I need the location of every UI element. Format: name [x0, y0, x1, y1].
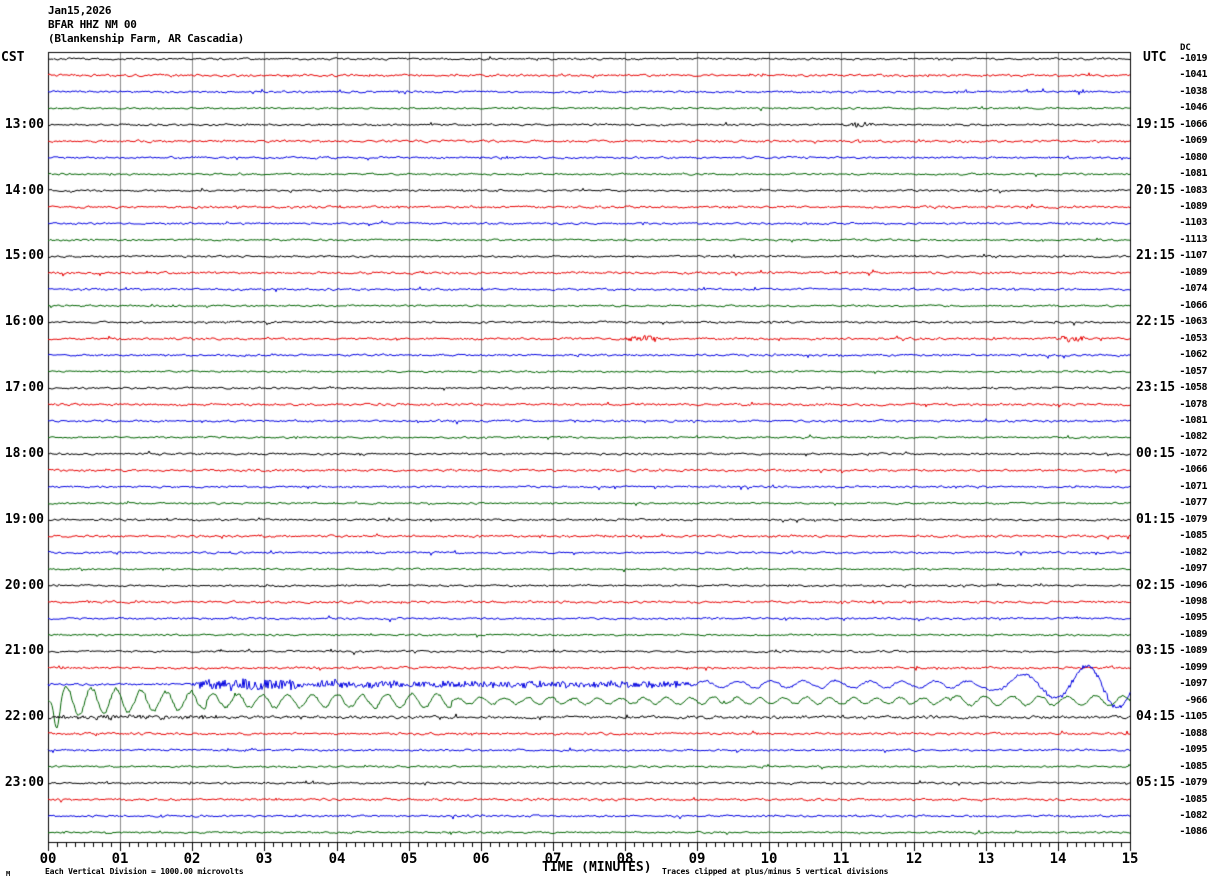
dc-value: -1095: [1179, 612, 1207, 623]
dc-value: -1082: [1179, 431, 1207, 442]
utc-label: 04:15: [1136, 709, 1176, 724]
dc-value: -1089: [1179, 267, 1207, 278]
dc-value: -1019: [1179, 53, 1207, 64]
utc-label: 23:15: [1136, 380, 1176, 395]
dc-value: -1097: [1179, 563, 1207, 574]
dc-value: -1081: [1179, 415, 1207, 426]
cst-label: 19:00: [4, 512, 44, 527]
x-tick-label: 06: [472, 851, 490, 867]
dc-value: -1085: [1179, 794, 1207, 805]
dc-value: -1046: [1179, 102, 1207, 113]
cst-label: 15:00: [4, 248, 44, 263]
dc-value: -1089: [1179, 645, 1207, 656]
dc-value: -1058: [1179, 382, 1207, 393]
dc-value: -1071: [1179, 481, 1207, 492]
dc-value: -1080: [1179, 152, 1207, 163]
x-tick-label: 07: [544, 851, 562, 867]
corner-mark: M: [6, 870, 11, 878]
cst-label: 14:00: [4, 183, 44, 198]
dc-column-header: DC: [1180, 43, 1191, 53]
title-station: BFAR HHZ NM 00: [48, 18, 137, 31]
dc-value: -1085: [1179, 761, 1207, 772]
dc-value: -1088: [1179, 728, 1207, 739]
dc-value: -1083: [1179, 185, 1207, 196]
dc-value: -1085: [1179, 530, 1207, 541]
dc-value: -1096: [1179, 580, 1207, 591]
dc-value: -1062: [1179, 349, 1207, 360]
dc-value: -1038: [1179, 86, 1207, 97]
dc-value: -1066: [1179, 300, 1207, 311]
dc-value: -1089: [1179, 201, 1207, 212]
dc-value: -1086: [1179, 826, 1207, 837]
dc-value: -1113: [1179, 234, 1207, 245]
cst-label: 23:00: [4, 775, 44, 790]
x-tick-label: 09: [688, 851, 706, 867]
x-tick-label: 03: [255, 851, 273, 867]
scale-note: Each Vertical Division = 1000.00 microvo…: [45, 867, 244, 876]
x-tick-label: 13: [977, 851, 995, 867]
x-axis-title: TIME (MINUTES): [542, 860, 652, 875]
x-tick-label: 15: [1121, 851, 1139, 867]
dc-value: -1057: [1179, 366, 1207, 377]
dc-value: -1053: [1179, 333, 1207, 344]
dc-value: -1095: [1179, 744, 1207, 755]
x-tick-label: 05: [400, 851, 418, 867]
dc-value: -1082: [1179, 547, 1207, 558]
left-axis-header: CST: [1, 50, 25, 65]
utc-label: 05:15: [1136, 775, 1176, 790]
cst-label: 13:00: [4, 117, 44, 132]
dc-value: -966: [1184, 695, 1208, 706]
utc-label: 01:15: [1136, 512, 1176, 527]
dc-value: -1089: [1179, 629, 1207, 640]
title-location: (Blankenship Farm, AR Cascadia): [48, 32, 244, 45]
cst-label: 22:00: [4, 709, 44, 724]
dc-value: -1079: [1179, 514, 1207, 525]
dc-value: -1107: [1179, 250, 1207, 261]
x-tick-label: 10: [760, 851, 778, 867]
dc-value: -1097: [1179, 678, 1207, 689]
dc-value: -1041: [1179, 69, 1207, 80]
dc-value: -1099: [1179, 662, 1207, 673]
dc-value: -1103: [1179, 217, 1207, 228]
cst-label: 20:00: [4, 578, 44, 593]
cst-label: 21:00: [4, 643, 44, 658]
utc-label: 19:15: [1136, 117, 1176, 132]
dc-value: -1081: [1179, 168, 1207, 179]
dc-value: -1069: [1179, 135, 1207, 146]
dc-value: -1105: [1179, 711, 1207, 722]
x-tick-label: 08: [616, 851, 634, 867]
utc-label: 20:15: [1136, 183, 1176, 198]
utc-label: 00:15: [1136, 446, 1176, 461]
x-tick-label: 12: [905, 851, 923, 867]
utc-label: 22:15: [1136, 314, 1176, 329]
x-tick-label: 04: [328, 851, 346, 867]
dc-value: -1082: [1179, 810, 1207, 821]
dc-value: -1072: [1179, 448, 1207, 459]
x-tick-label: 01: [111, 851, 129, 867]
cst-label: 16:00: [4, 314, 44, 329]
dc-value: -1063: [1179, 316, 1207, 327]
dc-value: -1077: [1179, 497, 1207, 508]
utc-label: 03:15: [1136, 643, 1176, 658]
right-axis-header: UTC: [1143, 50, 1167, 65]
x-tick-label: 11: [832, 851, 850, 867]
dc-value: -1078: [1179, 399, 1207, 410]
clip-note: Traces clipped at plus/minus 5 vertical …: [662, 867, 889, 876]
cst-label: 17:00: [4, 380, 44, 395]
dc-value: -1066: [1179, 119, 1207, 130]
cst-label: 18:00: [4, 446, 44, 461]
x-tick-label: 02: [183, 851, 201, 867]
title-date: Jan15,2026: [48, 4, 112, 17]
x-tick-label: 14: [1049, 851, 1067, 867]
utc-label: 21:15: [1136, 248, 1176, 263]
dc-value: -1098: [1179, 596, 1207, 607]
utc-label: 02:15: [1136, 578, 1176, 593]
dc-value: -1074: [1179, 283, 1207, 294]
dc-value: -1079: [1179, 777, 1207, 788]
dc-value: -1066: [1179, 464, 1207, 475]
x-tick-label: 00: [39, 851, 57, 867]
